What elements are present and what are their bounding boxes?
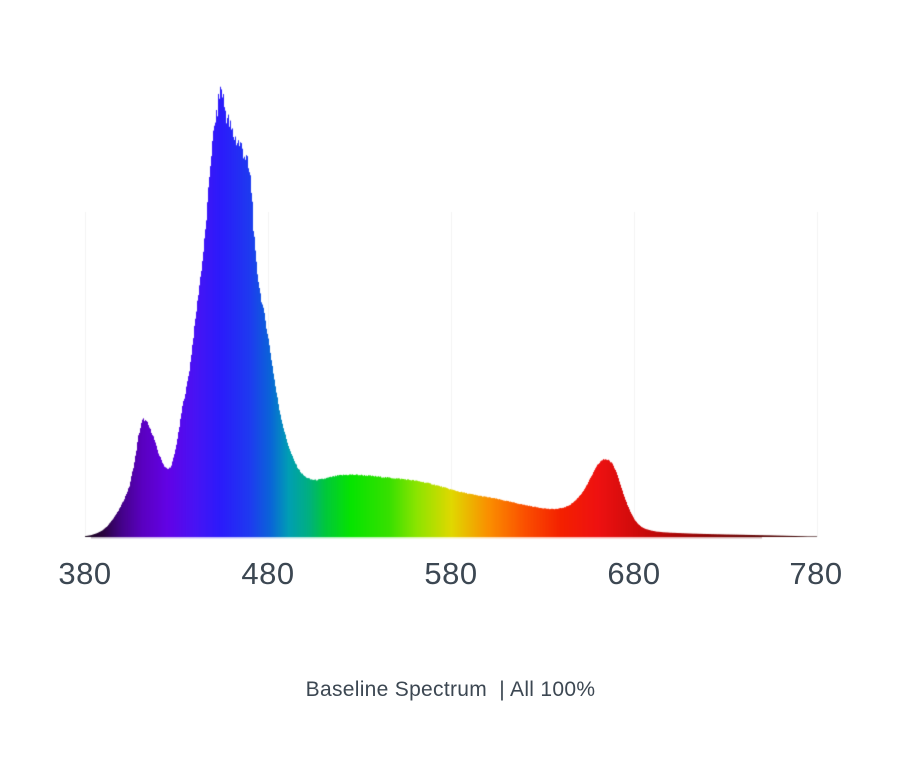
x-tick-label-480: 480	[241, 556, 295, 591]
chart-caption: Baseline Spectrum | All 100%	[305, 678, 596, 701]
x-tick-label-580: 580	[424, 556, 478, 591]
x-tick-label-380: 380	[58, 556, 112, 591]
x-tick-label-780: 780	[789, 556, 843, 591]
spectrum-chart-canvas	[0, 0, 901, 620]
x-tick-label-680: 680	[607, 556, 661, 591]
